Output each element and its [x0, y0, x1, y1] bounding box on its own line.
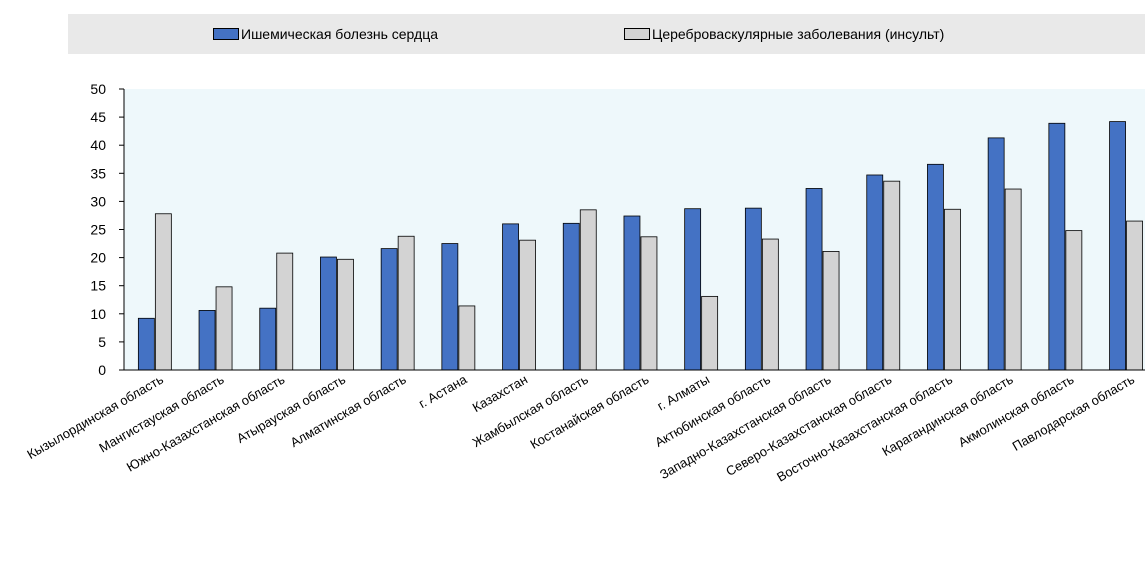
bar-ischemic: [623, 215, 641, 371]
legend-label-stroke: Цереброваскулярные заболевания (инсульт): [652, 26, 945, 42]
y-tick-label: 20: [90, 250, 106, 266]
y-tick-label: 50: [90, 81, 106, 97]
y-tick-label: 0: [98, 362, 106, 378]
bar-ischemic: [441, 243, 459, 371]
y-tick-label: 10: [90, 306, 106, 322]
bar-stroke: [276, 252, 294, 371]
legend-item-ischemic: Ишемическая болезнь сердца: [213, 26, 438, 42]
y-tick-label: 35: [90, 165, 106, 181]
bar-stroke: [579, 209, 597, 371]
bar-stroke: [761, 238, 779, 371]
legend-swatch-ischemic: [213, 28, 239, 40]
bar-ischemic: [198, 310, 216, 371]
bar-ischemic: [380, 248, 398, 371]
bar-ischemic: [744, 207, 762, 371]
y-tick-label: 45: [90, 109, 106, 125]
y-tick-label: 5: [98, 334, 106, 350]
legend-item-stroke: Цереброваскулярные заболевания (инсульт): [624, 26, 944, 42]
bar-stroke: [944, 208, 961, 371]
bar-stroke: [519, 239, 536, 371]
bar-stroke: [1004, 188, 1022, 371]
bar-ischemic: [1109, 121, 1126, 371]
bar-stroke: [458, 305, 476, 371]
y-tick-label: 15: [90, 278, 106, 294]
bar-stroke: [215, 286, 233, 371]
bar-ischemic: [987, 137, 1005, 371]
bar-stroke: [154, 213, 172, 371]
bar-stroke: [1065, 230, 1083, 371]
bar-stroke: [640, 236, 658, 371]
bar-ischemic: [137, 317, 155, 371]
legend-swatch-stroke: [624, 28, 650, 40]
bar-stroke: [397, 235, 415, 371]
legend: Ишемическая болезнь сердца Цереброваскул…: [68, 14, 1145, 54]
bar-ischemic: [866, 174, 884, 371]
bar-ischemic: [320, 256, 337, 371]
bar-stroke: [883, 180, 901, 371]
bar-ischemic: [502, 223, 519, 371]
legend-label-ischemic: Ишемическая болезнь сердца: [241, 26, 438, 42]
y-tick-label: 30: [90, 193, 106, 209]
bar-ischemic: [562, 222, 580, 371]
bar-ischemic: [927, 163, 944, 371]
bar-ischemic: [805, 188, 823, 371]
x-tick-label: Алматинская область: [288, 371, 409, 450]
x-tick-label: г. Астана: [416, 371, 470, 411]
bar-stroke: [1126, 220, 1143, 371]
bar-ischemic: [1048, 122, 1066, 371]
bar-stroke: [337, 258, 354, 371]
bar-stroke: [822, 251, 840, 371]
y-tick-label: 40: [90, 137, 106, 153]
bar-ischemic: [684, 208, 702, 371]
bar-ischemic: [259, 307, 277, 371]
y-tick-label: 25: [90, 222, 106, 238]
bar-stroke: [701, 295, 719, 371]
